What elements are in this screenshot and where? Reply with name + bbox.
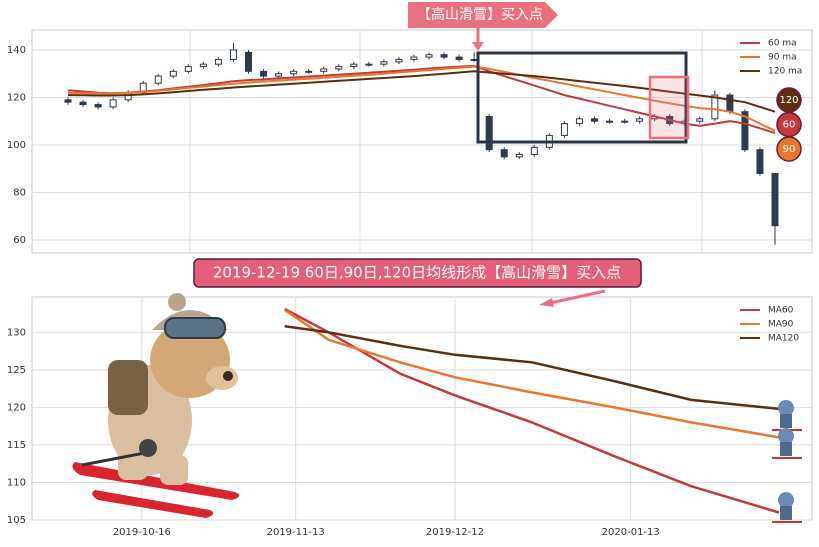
- ma-line: [284, 325, 780, 411]
- candle-body: [711, 94, 719, 120]
- legend-label: MA120: [768, 334, 799, 344]
- y-tick-label: 140: [7, 45, 26, 56]
- ma-line: [67, 70, 776, 113]
- y-tick-label: 110: [7, 477, 26, 488]
- dog-illustration: [72, 293, 240, 518]
- legend-label: 120 ma: [768, 67, 802, 77]
- y-tick-label: 105: [7, 515, 26, 526]
- highlight-box: [648, 75, 690, 140]
- end-label-text: 90: [783, 144, 796, 155]
- legend-label: MA60: [768, 306, 794, 316]
- candle-body: [410, 56, 418, 60]
- top-plot-frame: [31, 29, 813, 254]
- candle-body: [64, 99, 72, 103]
- candle-body: [756, 149, 764, 174]
- candle-body: [621, 120, 629, 123]
- candle-body: [741, 111, 749, 151]
- candle-body: [109, 99, 117, 108]
- y-tick-label: 120: [7, 402, 26, 413]
- banner: [193, 258, 642, 288]
- candle-body: [575, 118, 583, 125]
- legend-label: MA90: [768, 320, 794, 330]
- candle-body: [79, 101, 87, 106]
- candle-body: [365, 63, 373, 66]
- y-tick-label: 130: [7, 327, 26, 338]
- ma-line: [67, 65, 776, 132]
- candle-body: [515, 153, 523, 158]
- candle-body: [696, 118, 704, 122]
- candle-body: [726, 94, 734, 113]
- candle-body: [335, 66, 343, 70]
- ma-line: [284, 307, 780, 514]
- banner: [408, 2, 558, 28]
- candle-body: [275, 73, 283, 77]
- ma-line: [67, 64, 776, 135]
- candle-body: [260, 70, 268, 77]
- candle-body: [184, 66, 192, 72]
- candle-body: [350, 63, 358, 68]
- x-tick-label: 2019-11-13: [267, 527, 325, 538]
- banner-text: 2019-12-19 60日,90日,120日均线形成【高山滑雪】买入点: [213, 264, 621, 282]
- legend-label: 90 ma: [768, 53, 797, 63]
- y-tick-label: 60: [13, 235, 26, 246]
- candle-body: [305, 70, 313, 73]
- arrow-head: [472, 42, 484, 51]
- y-tick-label: 120: [7, 92, 26, 103]
- x-tick-label: 2019-10-16: [113, 527, 171, 538]
- legend-label: 60 ma: [768, 39, 797, 49]
- x-tick-label: 2019-12-12: [426, 527, 484, 538]
- end-label-text: 60: [783, 120, 796, 131]
- candle-body: [771, 172, 779, 227]
- candle-body: [290, 70, 298, 75]
- arrow-head: [539, 298, 554, 307]
- candle-body: [169, 70, 177, 77]
- candle-body: [636, 118, 644, 122]
- arrow: [549, 289, 606, 305]
- candle-body: [380, 61, 388, 65]
- candle-body: [560, 123, 568, 136]
- candle-body: [94, 104, 102, 108]
- y-tick-label: 80: [13, 187, 26, 198]
- candle-body: [590, 118, 598, 122]
- banner-text: 【高山滑雪】买入点: [417, 6, 543, 23]
- candle-body: [606, 120, 614, 123]
- candle-body: [500, 149, 508, 158]
- candle-body: [455, 56, 463, 60]
- y-tick-label: 115: [7, 440, 26, 451]
- candle-body: [229, 49, 237, 60]
- candle-body: [470, 58, 478, 61]
- candle-body: [425, 54, 433, 58]
- candle-body: [440, 54, 448, 58]
- candle-body: [245, 51, 253, 72]
- end-label-text: 120: [779, 95, 798, 106]
- candle-body: [199, 63, 207, 68]
- y-tick-label: 100: [7, 140, 26, 151]
- candle-body: [485, 115, 493, 151]
- end-label-badge: [776, 136, 802, 162]
- candle-body: [214, 58, 222, 65]
- ma-line: [283, 308, 780, 439]
- highlight-box: [476, 51, 688, 144]
- candle-body: [154, 75, 162, 84]
- skier-icons: [772, 400, 802, 523]
- candle-body: [320, 68, 328, 72]
- y-tick-label: 125: [7, 365, 26, 376]
- candle-body: [395, 58, 403, 63]
- x-tick-label: 2020-01-13: [602, 527, 660, 538]
- candle-body: [530, 146, 538, 155]
